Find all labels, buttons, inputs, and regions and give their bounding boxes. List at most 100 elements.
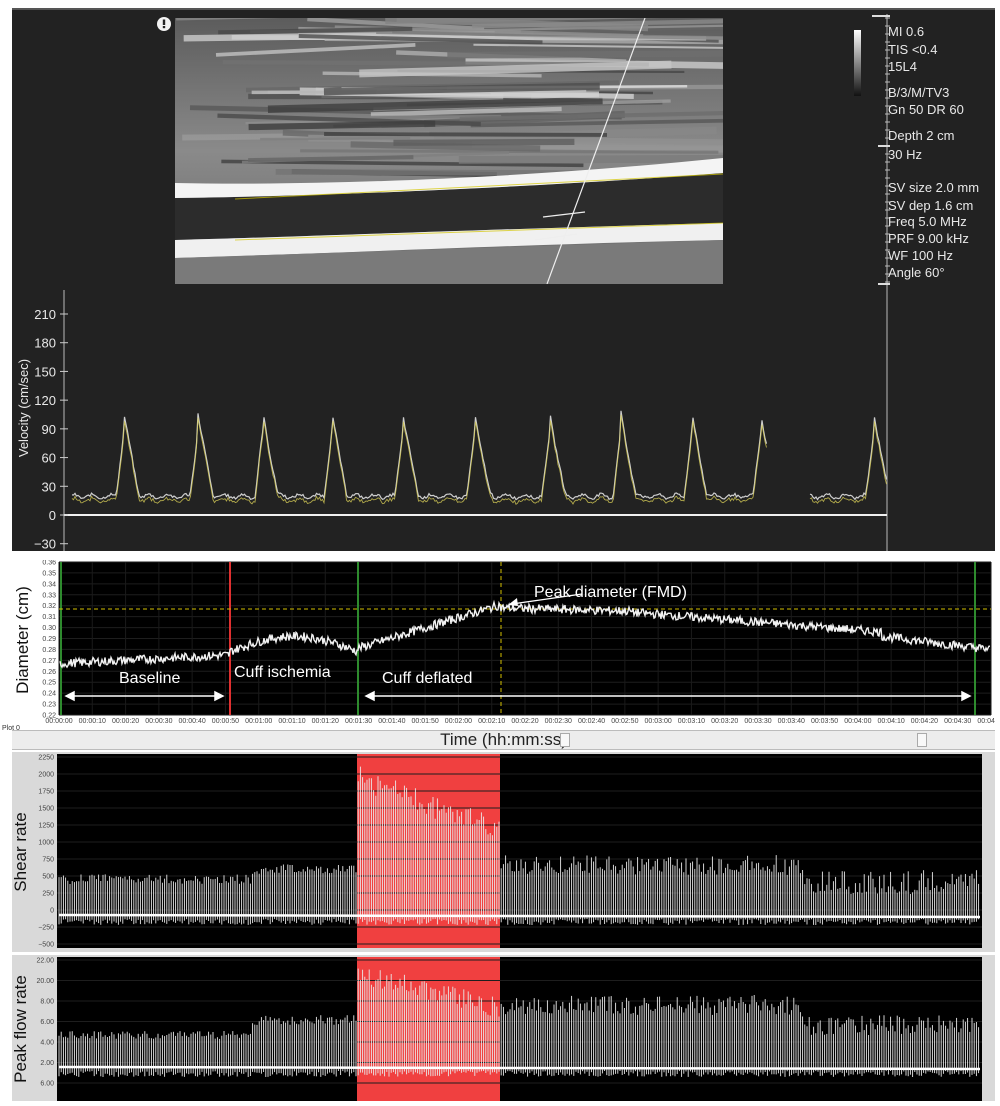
peak-grid-ytick-0: 22.00 [36,958,54,965]
velocity-tick-7: 0 [49,508,56,523]
peak-grid-ytick-3: 6.00 [40,1019,54,1026]
diameter-xtick-19: 00:03:10 [678,718,705,725]
shear-grid-ytick-3: 1500 [38,806,54,813]
diameter-ytick-1: 0.35 [42,570,56,577]
scroll-thumb-right[interactable] [917,733,927,747]
shear-grid-ytick-11: −500 [38,942,54,949]
peak-grid-ytick-4: 4.00 [40,1040,54,1047]
ultrasound-panel: 210 180 150 120 90 60 30 0 −30 Velocity (cm/sec)… [12,8,995,551]
diameter-xtick-18: 00:03:00 [645,718,672,725]
diameter-xtick-5: 00:00:50 [212,718,239,725]
peakflow-ylabel: Peak flow rate [12,975,30,1083]
diameter-ytick-10: 0.26 [42,669,56,676]
diameter-ytick-3: 0.33 [42,592,56,599]
bmode-svg [175,18,723,284]
diameter-xtick-13: 00:02:10 [478,718,505,725]
diameter-xtick-25: 00:04:10 [878,718,905,725]
velocity-tick-4: 90 [42,422,56,437]
diameter-xtick-1: 00:00:10 [79,718,106,725]
velocity-ticks: 210 180 150 120 90 60 30 0 −30 [34,307,68,551]
param-6: 30 Hz [888,147,922,162]
diameter-xtick-15: 00:02:30 [545,718,572,725]
doppler-waveform [72,411,887,500]
velocity-tick-0: 210 [34,307,56,322]
diameter-xtick-4: 00:00:40 [179,718,206,725]
peak-grid-ytick-6: 6.00 [40,1081,54,1088]
shear-grid-ytick-5: 1000 [38,840,54,847]
diameter-ytick-2: 0.34 [42,581,56,588]
diameter-ytick-13: 0.23 [42,702,56,709]
diameter-xtick-27: 00:04:30 [944,718,971,725]
shear-grid-ytick-0: 2250 [38,755,54,762]
time-axis-label: Time (hh:mm:ss) [12,731,995,749]
diameter-xtick-21: 00:03:30 [744,718,771,725]
param-0: MI 0.6 [888,24,924,39]
diameter-xtick-17: 00:02:50 [611,718,638,725]
velocity-tick-5: 60 [42,451,56,466]
param-5: Depth 2 cm [888,128,954,143]
peak-grid-ytick-5: 2.00 [40,1060,54,1067]
diameter-xtick-0: 00:00:00 [45,718,72,725]
diameter-ytick-8: 0.28 [42,647,56,654]
bmode-image [175,18,723,284]
diameter-ytick-11: 0.25 [42,680,56,687]
shear-grid-ytick-8: 250 [42,891,54,898]
diameter-ytick-6: 0.30 [42,625,56,632]
param-4: Gn 50 DR 60 [888,102,964,117]
diameter-xtick-24: 00:04:00 [844,718,871,725]
shear-chart: 2250200017501500125010007505002500−250−5… [12,752,995,952]
phase-baseline-label: Baseline [119,670,180,687]
diameter-ytick-5: 0.31 [42,614,56,621]
diameter-xtick-8: 00:01:20 [312,718,339,725]
param-10: PRF 9.00 kHz [888,231,969,246]
shear-grid-ytick-10: −250 [38,925,54,932]
param-1: TIS <0.4 [888,42,938,57]
param-2: 15L4 [888,59,917,74]
param-7: SV size 2.0 mm [888,180,979,195]
peakflow-plot-area [57,957,982,1101]
param-9: Freq 5.0 MHz [888,214,967,229]
grayscale-bar [854,30,861,96]
velocity-tick-2: 150 [34,364,56,379]
diameter-chart: 0.36 0.35 0.34 0.33 0.32 0.31 0.30 0.29 0.28 0.27… [12,560,995,730]
diameter-xtick-22: 00:03:40 [778,718,805,725]
diameter-xtick-23: 00:03:50 [811,718,838,725]
velocity-tick-6: 30 [42,479,56,494]
scroll-thumb-left[interactable] [560,733,570,747]
peak-diameter-label: Peak diameter (FMD) [534,584,687,601]
phase-deflated-label: Cuff deflated [382,670,472,687]
velocity-tick-8: −30 [34,537,56,551]
phase-ischemia-label: Cuff ischemia [234,664,331,681]
shear-grid-ytick-2: 1750 [38,789,54,796]
diameter-xtick-16: 00:02:40 [578,718,605,725]
diameter-ytick-9: 0.27 [42,658,56,665]
shear-grid-ytick-7: 500 [42,874,54,881]
shear-grid-ytick-9: 0 [50,908,54,915]
diameter-xtick-10: 00:01:40 [378,718,405,725]
velocity-tick-1: 180 [34,336,56,351]
diameter-ytick-12: 0.24 [42,691,56,698]
diameter-panel: 0.36 0.35 0.34 0.33 0.32 0.31 0.30 0.29 0.28 0.27… [12,560,995,730]
peak-grid-ytick-1: 20.00 [36,978,54,985]
diameter-ytick-4: 0.32 [42,603,56,610]
diameter-xtick-12: 00:02:00 [445,718,472,725]
shear-grid-ytick-4: 1250 [38,823,54,830]
warning-icon [157,17,171,31]
diameter-xtick-14: 00:02:20 [511,718,538,725]
diameter-xtick-3: 00:00:30 [145,718,172,725]
diameter-ytick-7: 0.29 [42,636,56,643]
diameter-xtick-20: 00:03:20 [711,718,738,725]
shear-grid-ytick-6: 750 [42,857,54,864]
diameter-xtick-9: 00:01:30 [345,718,372,725]
velocity-tick-3: 120 [34,393,56,408]
time-scrollbar[interactable]: Time (hh:mm:ss) [12,730,995,750]
diameter-ytick-0: 0.36 [42,560,56,567]
diameter-xtick-6: 00:01:00 [245,718,272,725]
diameter-xtick-26: 00:04:20 [911,718,938,725]
velocity-axis-label: Velocity (cm/sec) [16,359,31,457]
param-8: SV dep 1.6 cm [888,198,973,213]
param-12: Angle 60° [888,265,945,280]
